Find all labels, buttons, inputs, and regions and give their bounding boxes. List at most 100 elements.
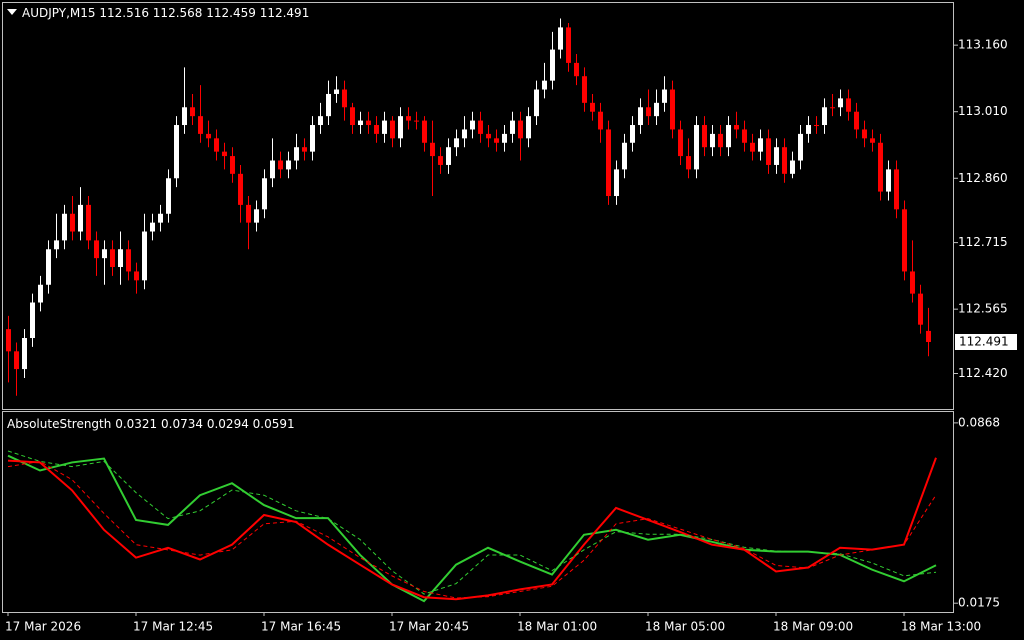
- candle-body: [598, 111, 603, 130]
- indicator-line: [7, 460, 937, 599]
- candle-body: [814, 125, 819, 127]
- candle-body: [366, 120, 371, 126]
- candle-body: [190, 107, 195, 117]
- candle-body: [334, 89, 339, 94]
- candle-body: [638, 107, 643, 126]
- candle-body: [254, 209, 259, 223]
- candle-body: [654, 102, 659, 117]
- candle-body: [358, 120, 363, 126]
- candle-body: [262, 178, 267, 210]
- candle-body: [390, 120, 395, 139]
- candle-body: [62, 213, 67, 241]
- candle-body: [662, 89, 667, 103]
- candle-body: [126, 249, 131, 272]
- candle-body: [454, 138, 459, 148]
- candle-body: [118, 249, 123, 268]
- candle-body: [606, 129, 611, 197]
- candle-body: [702, 125, 707, 148]
- y-tick-label: 113.010: [958, 104, 1008, 118]
- candle-body: [694, 125, 699, 170]
- candle-body: [558, 27, 563, 50]
- last-high: 112.568: [153, 6, 203, 20]
- candle-body: [406, 116, 411, 121]
- candle-body: [102, 249, 107, 259]
- candle-body: [766, 138, 771, 165]
- candle-body: [22, 338, 27, 370]
- candle-body: [734, 125, 739, 130]
- candle-body: [374, 125, 379, 134]
- candle-body: [350, 107, 355, 126]
- x-tick-label: 17 Mar 16:45: [261, 620, 341, 634]
- candle-body: [318, 116, 323, 126]
- candle-body: [886, 169, 891, 192]
- x-tick-label: 18 Mar 01:00: [517, 620, 597, 634]
- indicator-value: 0.0734: [161, 417, 203, 431]
- candle-body: [542, 80, 547, 90]
- y-tick-label: 112.860: [958, 171, 1008, 185]
- candle-body: [302, 147, 307, 152]
- x-tick-label: 17 Mar 2026: [5, 620, 81, 634]
- candle-body: [822, 107, 827, 126]
- candle-body: [78, 204, 83, 232]
- candle-body: [614, 169, 619, 197]
- candle-body: [630, 125, 635, 143]
- candle-body: [398, 116, 403, 139]
- candle-body: [910, 271, 915, 294]
- candle-body: [518, 120, 523, 139]
- candle-body: [670, 89, 675, 130]
- candle-body: [30, 302, 35, 339]
- candle-body: [486, 133, 491, 139]
- candle-body: [158, 213, 163, 223]
- y-tick-label: 113.160: [958, 38, 1008, 52]
- x-tick-label: 17 Mar 20:45: [389, 620, 469, 634]
- candle-body: [174, 125, 179, 179]
- candle-body: [310, 125, 315, 152]
- candle-body: [710, 133, 715, 148]
- candle-body: [774, 147, 779, 165]
- y-tick-label: 112.420: [958, 366, 1008, 380]
- y-tick-label: 0.0175: [958, 596, 1000, 610]
- candle-body: [166, 178, 171, 214]
- candle-body: [830, 107, 835, 109]
- candle-body: [150, 222, 155, 232]
- candle-body: [726, 125, 731, 148]
- candle-body: [414, 120, 419, 122]
- price-title: AUDJPY,M15 112.516 112.568 112.459 112.4…: [22, 6, 309, 20]
- candle-body: [862, 129, 867, 139]
- candle-body: [134, 271, 139, 281]
- x-tick-label: 18 Mar 13:00: [901, 620, 981, 634]
- candle-body: [222, 151, 227, 157]
- candle-body: [902, 209, 907, 272]
- candle-body: [798, 133, 803, 161]
- candle-body: [110, 249, 115, 268]
- candle-body: [806, 125, 811, 134]
- candle-body: [678, 129, 683, 157]
- menu-arrow[interactable]: [7, 9, 17, 15]
- candle-body: [14, 351, 19, 370]
- candle-body: [286, 160, 291, 170]
- candle-body: [782, 147, 787, 174]
- candle-body: [582, 76, 587, 103]
- candle-body: [246, 204, 251, 223]
- candle-body: [294, 147, 299, 161]
- y-tick-label: 0.0868: [958, 415, 1000, 429]
- candle-body: [54, 240, 59, 250]
- candle-body: [470, 120, 475, 130]
- candle-body: [446, 147, 451, 165]
- candle-body: [550, 49, 555, 81]
- candle-body: [214, 138, 219, 152]
- last-open: 112.516: [99, 6, 149, 20]
- indicator-value: 0.0294: [207, 417, 249, 431]
- candle-body: [70, 213, 75, 232]
- candle-body: [502, 133, 507, 143]
- x-tick-label: 18 Mar 09:00: [773, 620, 853, 634]
- candle-body: [838, 98, 843, 108]
- candle-body: [742, 129, 747, 143]
- candle-body: [342, 89, 347, 108]
- candle-body: [182, 107, 187, 126]
- candle-body: [590, 102, 595, 112]
- price-label: 112.491: [959, 334, 1009, 348]
- x-tick-label: 18 Mar 05:00: [645, 620, 725, 634]
